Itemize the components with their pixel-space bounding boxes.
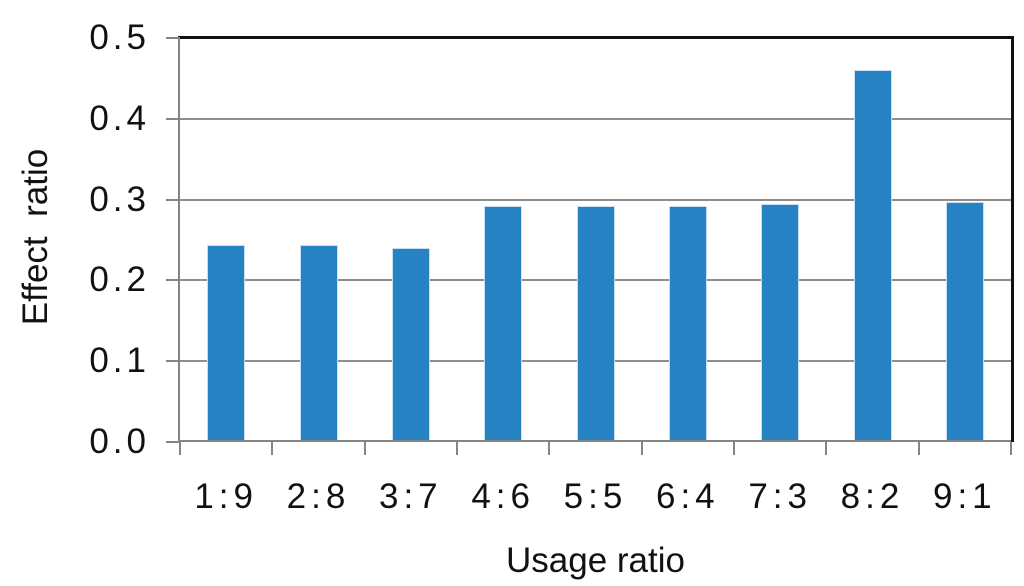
y-tick (166, 360, 180, 363)
y-tick-label: 0.5 (89, 18, 150, 57)
x-tick (917, 442, 920, 455)
x-tick-label: 9:1 (932, 477, 997, 516)
x-tick-label: 8:2 (840, 477, 905, 516)
gridline (180, 198, 1011, 201)
x-tick (363, 442, 366, 455)
x-tick (271, 442, 274, 455)
y-tick (166, 198, 180, 201)
gridline (180, 117, 1011, 120)
x-tick-label: 4:6 (471, 477, 535, 516)
y-tick (166, 37, 180, 39)
y-tick-label: 0.3 (89, 179, 150, 219)
y-tick-label: 0.4 (89, 98, 150, 138)
bar (761, 203, 800, 442)
y-tick-label: 0.2 (89, 260, 150, 300)
x-tick-label: 2:8 (286, 477, 351, 516)
x-tick (456, 442, 458, 455)
bar (853, 69, 892, 442)
frame-right (1011, 36, 1014, 442)
y-tick (166, 279, 180, 282)
x-tick-label: 7:3 (748, 477, 812, 516)
x-tick-label: 3:7 (378, 477, 443, 516)
y-axis-line (178, 38, 180, 442)
bar (576, 206, 615, 442)
bar (945, 202, 984, 442)
x-tick (548, 442, 551, 455)
x-axis-title: Usage ratio (506, 541, 685, 580)
bar (484, 206, 523, 442)
x-tick (640, 442, 643, 455)
x-tick (179, 442, 181, 455)
y-tick (166, 117, 180, 120)
y-tick (166, 441, 180, 443)
x-tick-label: 1:9 (194, 477, 258, 516)
bar (207, 244, 246, 442)
bar (391, 248, 430, 442)
x-tick (733, 442, 735, 455)
x-tick-label: 5:5 (563, 477, 628, 516)
y-tick-label: 0.1 (89, 341, 150, 381)
x-tick (825, 442, 828, 455)
y-tick-label: 0.0 (89, 422, 150, 461)
x-tick-label: 6:4 (655, 477, 720, 516)
frame-top (178, 36, 1013, 39)
x-tick (1010, 442, 1012, 455)
x-axis-line (178, 440, 1013, 442)
bar (299, 244, 338, 442)
plot-area (180, 38, 1011, 442)
bar (668, 206, 707, 442)
